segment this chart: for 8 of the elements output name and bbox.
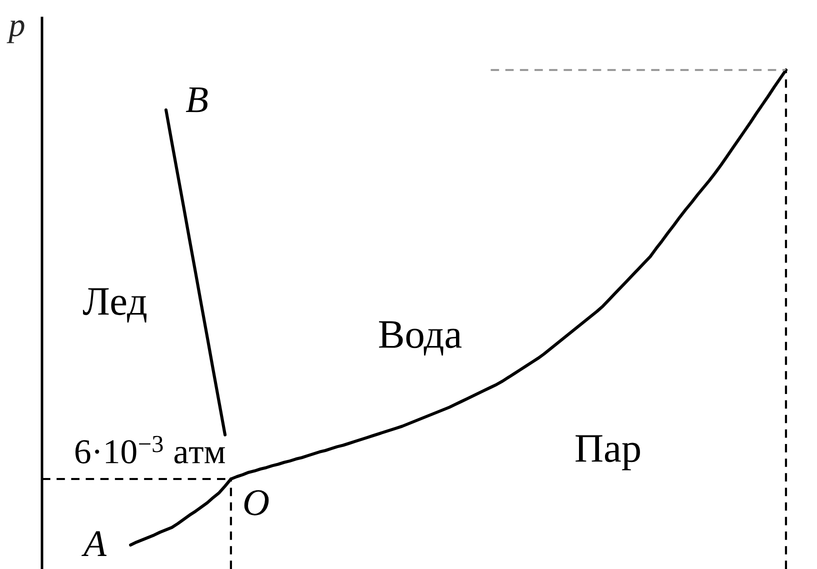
annotation: 6·10$^{−3}$ атм <box>75 436 225 464</box>
annotation: A <box>81 531 107 556</box>
annotation: Вода <box>379 321 462 356</box>
annotation: Лед <box>82 288 147 322</box>
annotation: Пар <box>576 435 640 470</box>
annotation: O <box>244 490 269 516</box>
y-axis-title: p <box>6 20 24 44</box>
annotation: B <box>186 87 208 112</box>
